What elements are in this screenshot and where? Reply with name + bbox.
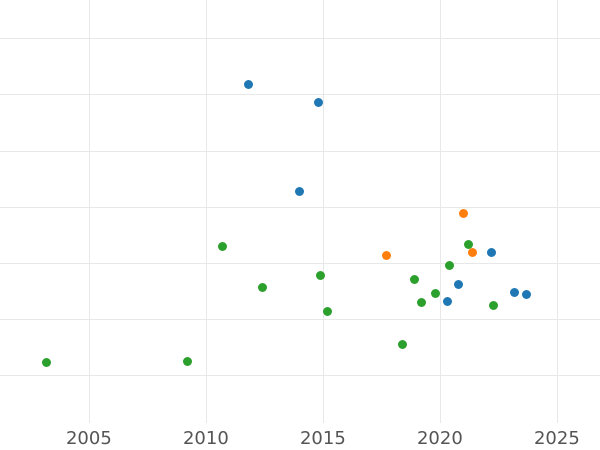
data-point-orange <box>458 209 468 218</box>
data-point-blue <box>313 98 323 108</box>
data-point-green <box>489 301 499 311</box>
data-point-green <box>182 357 192 367</box>
data-point-green <box>409 274 419 284</box>
data-point-green <box>217 242 227 252</box>
data-point-green <box>323 307 333 317</box>
data-point-green <box>444 261 454 271</box>
data-point-green <box>416 298 426 308</box>
data-point-blue <box>510 287 520 297</box>
horizontal-gridline <box>0 375 600 377</box>
data-point-blue <box>486 247 496 257</box>
horizontal-gridline <box>0 150 600 152</box>
data-point-green <box>257 283 267 293</box>
data-point-blue <box>442 296 452 306</box>
vertical-gridline <box>322 0 324 423</box>
x-tick-label: 2005 <box>65 428 112 449</box>
data-point-green <box>430 288 440 298</box>
data-point-green <box>42 357 52 367</box>
horizontal-gridline <box>0 206 600 208</box>
x-tick-label: 2025 <box>533 428 580 449</box>
x-tick-label: 2010 <box>182 428 229 449</box>
horizontal-gridline <box>0 319 600 321</box>
vertical-gridline <box>205 0 207 423</box>
vertical-gridline <box>439 0 441 423</box>
data-point-green <box>398 339 407 349</box>
x-tick-label: 2020 <box>416 428 463 449</box>
data-point-blue <box>243 80 253 90</box>
horizontal-gridline <box>0 262 600 264</box>
data-point-green <box>316 271 326 281</box>
horizontal-gridline <box>0 38 600 40</box>
data-point-orange <box>468 247 478 257</box>
data-point-green <box>463 239 473 249</box>
data-point-blue <box>454 279 464 289</box>
x-tick-label: 2015 <box>299 428 346 449</box>
data-point-orange <box>381 251 391 261</box>
vertical-gridline <box>556 0 558 423</box>
horizontal-gridline <box>0 94 600 96</box>
vertical-gridline <box>88 0 90 423</box>
data-point-blue <box>295 187 304 197</box>
data-point-blue <box>522 290 531 300</box>
